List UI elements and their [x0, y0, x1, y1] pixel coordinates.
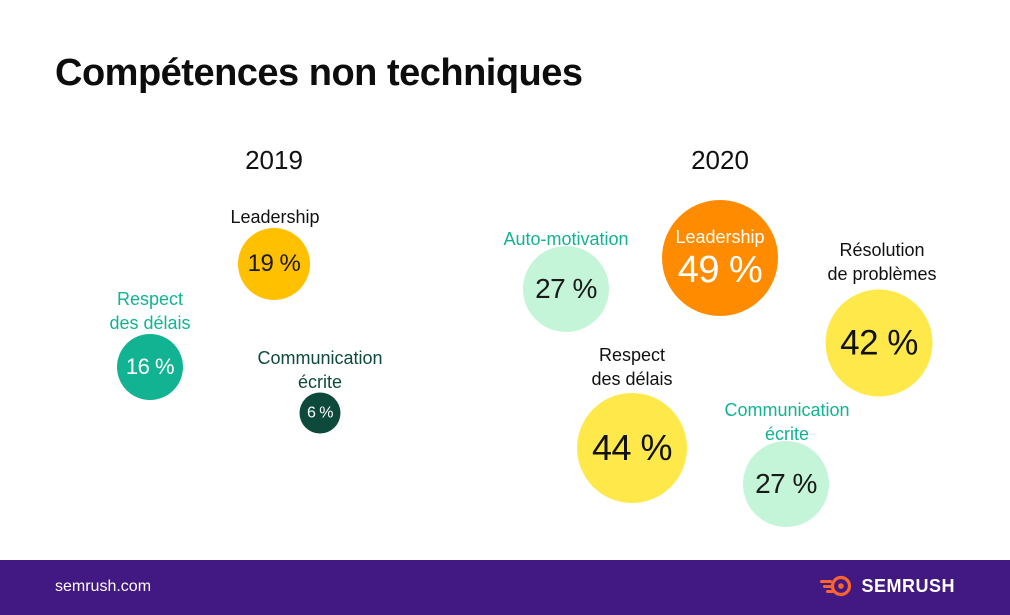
data-label: 44 % — [591, 427, 673, 468]
brand-logo: SEMRUSH — [819, 575, 955, 597]
bubble-2020-auto-motivation: 27 % — [523, 246, 609, 332]
semrush-flame-icon — [820, 575, 852, 597]
bubble-2020-leadership: Leadership 49 % — [662, 200, 778, 316]
data-label: 27 % — [755, 468, 817, 499]
data-label: 42 % — [840, 323, 918, 363]
category-label: Communication écrite — [257, 348, 383, 392]
category-label: Auto-motivation — [503, 229, 629, 249]
page-title: Compétences non techniques — [55, 52, 583, 94]
bubble-2019-leadership: 19 % — [238, 228, 310, 300]
chart-title-2019: 2019 — [245, 145, 303, 175]
data-label: 27 % — [535, 273, 597, 304]
footer: semrush.com SEMRUSH — [0, 560, 1010, 615]
bubble-2019-communication-écrite: 6 % — [299, 392, 341, 434]
bubble-2019-respect-des-délais: 16 % — [117, 334, 183, 400]
site-url[interactable]: semrush.com — [55, 578, 152, 595]
category-label: Leadership — [230, 207, 320, 227]
data-label: 49 % — [677, 248, 763, 291]
chart-title-2020: 2020 — [691, 145, 749, 175]
data-label: 16 % — [125, 354, 175, 379]
bubble-2020-résolution-de-problèmes: 42 % — [825, 289, 933, 397]
bubble-2020-communication-écrite: 27 % — [743, 441, 829, 527]
bubble-2020-respect-des-délais: 44 % — [577, 393, 687, 503]
data-label: 6 % — [306, 404, 334, 421]
category-label: Communication écrite — [724, 400, 850, 444]
brand-name: SEMRUSH — [861, 575, 955, 596]
data-label: 19 % — [247, 250, 301, 277]
category-label: Respect des délais — [591, 345, 673, 389]
bubble-label: Leadership — [675, 227, 765, 248]
category-label: Résolution de problèmes — [827, 240, 937, 284]
category-label: Respect des délais — [109, 289, 191, 333]
